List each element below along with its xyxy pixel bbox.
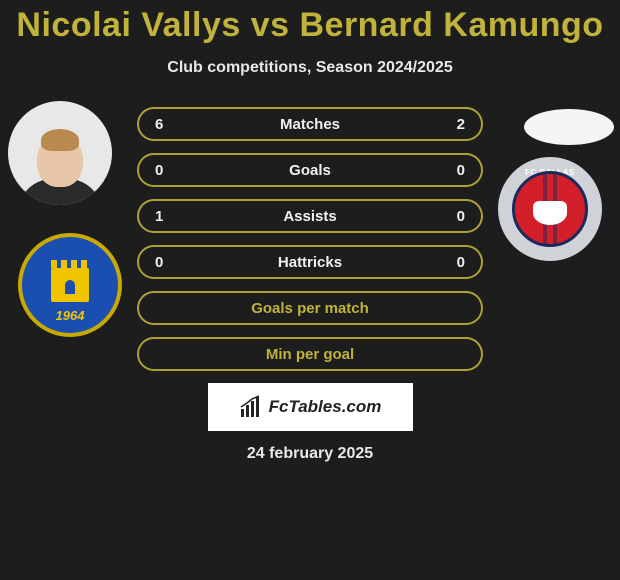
page-title: Nicolai Vallys vs Bernard Kamungo xyxy=(0,0,620,45)
footer-brand-badge[interactable]: FcTables.com xyxy=(208,383,413,431)
stat-row-matches: 6 Matches 2 xyxy=(137,107,483,141)
player-right-avatar xyxy=(524,109,614,145)
stat-row-min-per-goal: Min per goal xyxy=(137,337,483,371)
stat-row-assists: 1 Assists 0 xyxy=(137,199,483,233)
stat-row-goals: 0 Goals 0 xyxy=(137,153,483,187)
stat-label: Goals per match xyxy=(139,300,481,317)
player-right-club-badge: FC DALLAS xyxy=(498,157,602,261)
stat-row-hattricks: 0 Hattricks 0 xyxy=(137,245,483,279)
player-left-club-badge: 1964 xyxy=(18,233,122,337)
club-year: 1964 xyxy=(22,308,118,323)
player-left-avatar xyxy=(8,101,112,205)
stat-label: Hattricks xyxy=(139,254,481,271)
stat-label: Assists xyxy=(139,208,481,225)
comparison-panel: 1964 FC DALLAS 6 Matches 2 0 Goals 0 1 A… xyxy=(0,107,620,463)
stat-label: Min per goal xyxy=(139,346,481,363)
chart-icon xyxy=(239,395,263,419)
footer-brand-text: FcTables.com xyxy=(269,397,382,417)
subtitle: Club competitions, Season 2024/2025 xyxy=(0,59,620,77)
stat-row-goals-per-match: Goals per match xyxy=(137,291,483,325)
date-text: 24 february 2025 xyxy=(0,445,620,463)
stat-label: Matches xyxy=(139,116,481,133)
stat-label: Goals xyxy=(139,162,481,179)
stat-bars: 6 Matches 2 0 Goals 0 1 Assists 0 0 Hatt… xyxy=(137,107,483,371)
